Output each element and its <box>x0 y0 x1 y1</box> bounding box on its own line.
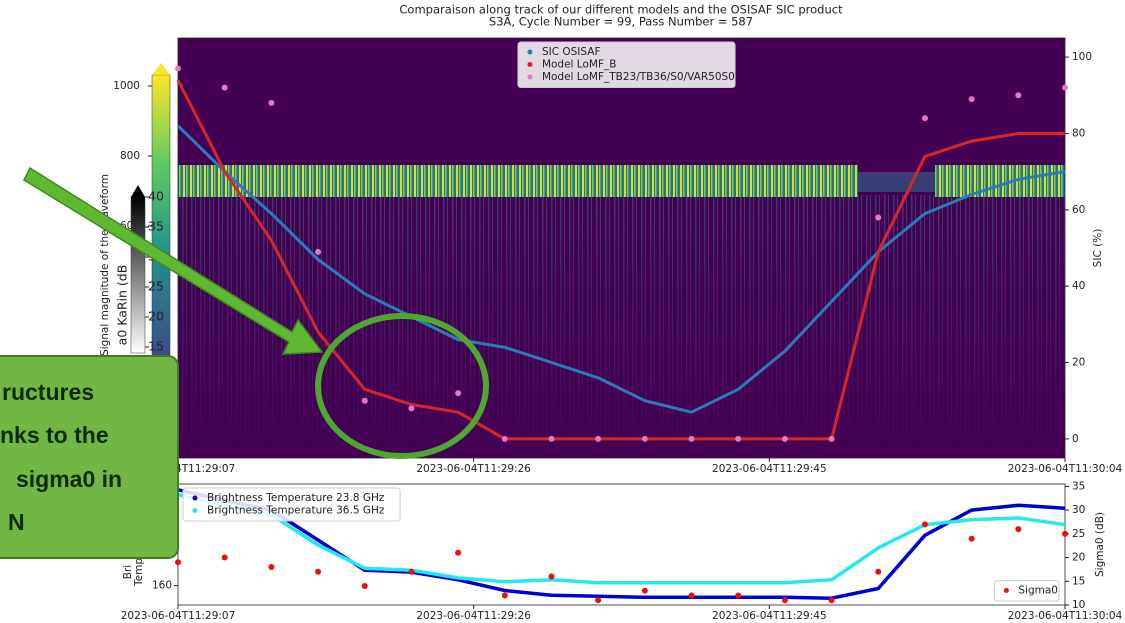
data-point <box>642 436 648 442</box>
heatmap-band <box>935 165 1065 197</box>
x-tick-label: 2023-06-04T11:29:26 <box>416 610 531 622</box>
heatmap-fade <box>178 195 1065 450</box>
data-point <box>1015 526 1021 532</box>
y2-tick-label: 20 <box>1072 357 1085 369</box>
annotation-line: ructures <box>2 379 94 405</box>
data-point <box>315 569 321 575</box>
data-point <box>362 398 368 404</box>
y-axis-label: Temp <box>133 558 145 587</box>
y2-tick-label: 0 <box>1072 433 1079 445</box>
data-point <box>735 436 741 442</box>
legend-label: Model LoMF_B <box>542 59 617 71</box>
data-point <box>548 436 554 442</box>
data-point <box>408 405 414 411</box>
data-point <box>408 569 414 575</box>
legend-marker <box>527 50 532 55</box>
legend-marker <box>1004 588 1009 593</box>
colorbar <box>131 197 145 353</box>
data-point <box>1015 92 1021 98</box>
x-tick-label: 2023-06-04T11:30:04 <box>1008 610 1123 622</box>
data-point <box>1062 85 1068 91</box>
y2-tick-label: 100 <box>1072 51 1092 63</box>
data-point <box>455 550 461 556</box>
y2-tick-label: 30 <box>1072 504 1085 516</box>
legend-label: Brightness Temperature 36.5 GHz <box>207 505 385 517</box>
y2-tick-label: 10 <box>1072 599 1085 611</box>
colorbar-extend <box>152 63 170 75</box>
data-point <box>595 597 601 603</box>
heatmap-background <box>178 38 1065 458</box>
annotation-line: sigma0 in <box>16 466 122 492</box>
annotation-line: N <box>8 509 25 535</box>
y2-tick-label: 15 <box>1072 575 1085 587</box>
y2-tick-label: 35 <box>1072 480 1085 492</box>
data-point <box>642 588 648 594</box>
data-point <box>268 100 274 106</box>
data-point <box>222 555 228 561</box>
data-point <box>548 574 554 580</box>
legend-marker <box>193 508 198 513</box>
y2-axis-label: SIC (%) <box>1092 229 1104 268</box>
colorbar-label: Signal magnitude of the waveform <box>99 174 111 356</box>
annotation-line: nks to the <box>0 422 109 448</box>
colorbar-tick-label: 15 <box>148 339 164 354</box>
data-point <box>875 214 881 220</box>
legend-marker <box>193 496 198 501</box>
heatmap-band <box>858 172 935 192</box>
data-point <box>175 66 181 72</box>
data-point <box>829 436 835 442</box>
data-point <box>268 564 274 570</box>
colorbar-label: a0 KaRin (dB <box>115 265 130 346</box>
x-tick-label: 2023-06-04T11:29:45 <box>712 463 827 475</box>
data-point <box>362 583 368 589</box>
colorbar-tick-label: 800 <box>120 150 140 162</box>
data-point <box>782 436 788 442</box>
data-point <box>829 597 835 603</box>
legend-label: Sigma0 <box>1018 585 1058 597</box>
y2-tick-label: 25 <box>1072 528 1085 540</box>
colorbar-tick-label: 35 <box>148 219 164 234</box>
colorbar-tick-label: 20 <box>148 309 164 324</box>
y2-tick-label: 20 <box>1072 552 1085 564</box>
data-point <box>922 521 928 527</box>
y2-tick-label: 40 <box>1072 280 1085 292</box>
data-point <box>455 390 461 396</box>
colorbar-extend <box>131 185 145 197</box>
y-tick-label: 160 <box>152 580 172 592</box>
chart-subtitle: S3A, Cycle Number = 99, Pass Number = 58… <box>489 15 753 29</box>
heatmap-band <box>178 165 858 197</box>
legend-label: Brightness Temperature 23.8 GHz <box>207 492 385 504</box>
colorbar-tick-label: 25 <box>148 279 164 294</box>
y2-axis-label: Sigma0 (dB) <box>1094 512 1106 577</box>
x-tick-label: 2023-06-04T11:30:04 <box>1008 463 1123 475</box>
data-point <box>735 593 741 599</box>
colorbar-tick-label: 40 <box>148 189 164 204</box>
x-tick-label: 2023-06-04T11:29:26 <box>416 463 531 475</box>
x-tick-label: 2023-06-04T11:29:45 <box>712 610 827 622</box>
y2-tick-label: 80 <box>1072 127 1085 139</box>
data-point <box>782 597 788 603</box>
x-tick-label: 2023-06-04T11:29:07 <box>121 610 236 622</box>
data-point <box>595 436 601 442</box>
data-point <box>502 436 508 442</box>
legend-label: Model LoMF_TB23/TB36/S0/VAR50S0 <box>542 71 735 83</box>
data-point <box>922 115 928 121</box>
data-point <box>222 85 228 91</box>
legend-label: SIC OSISAF <box>542 46 601 58</box>
colorbar-tick-label: 1000 <box>113 80 140 92</box>
data-point <box>502 593 508 599</box>
data-point <box>315 249 321 255</box>
slide: Comparaison along track of our different… <box>0 0 1125 623</box>
data-point <box>969 536 975 542</box>
data-point <box>689 593 695 599</box>
data-point <box>689 436 695 442</box>
legend-marker <box>527 62 532 67</box>
legend-marker <box>527 75 532 80</box>
data-point <box>875 569 881 575</box>
data-point <box>969 96 975 102</box>
y2-tick-label: 60 <box>1072 204 1085 216</box>
data-point <box>1062 531 1068 537</box>
data-point <box>175 559 181 565</box>
